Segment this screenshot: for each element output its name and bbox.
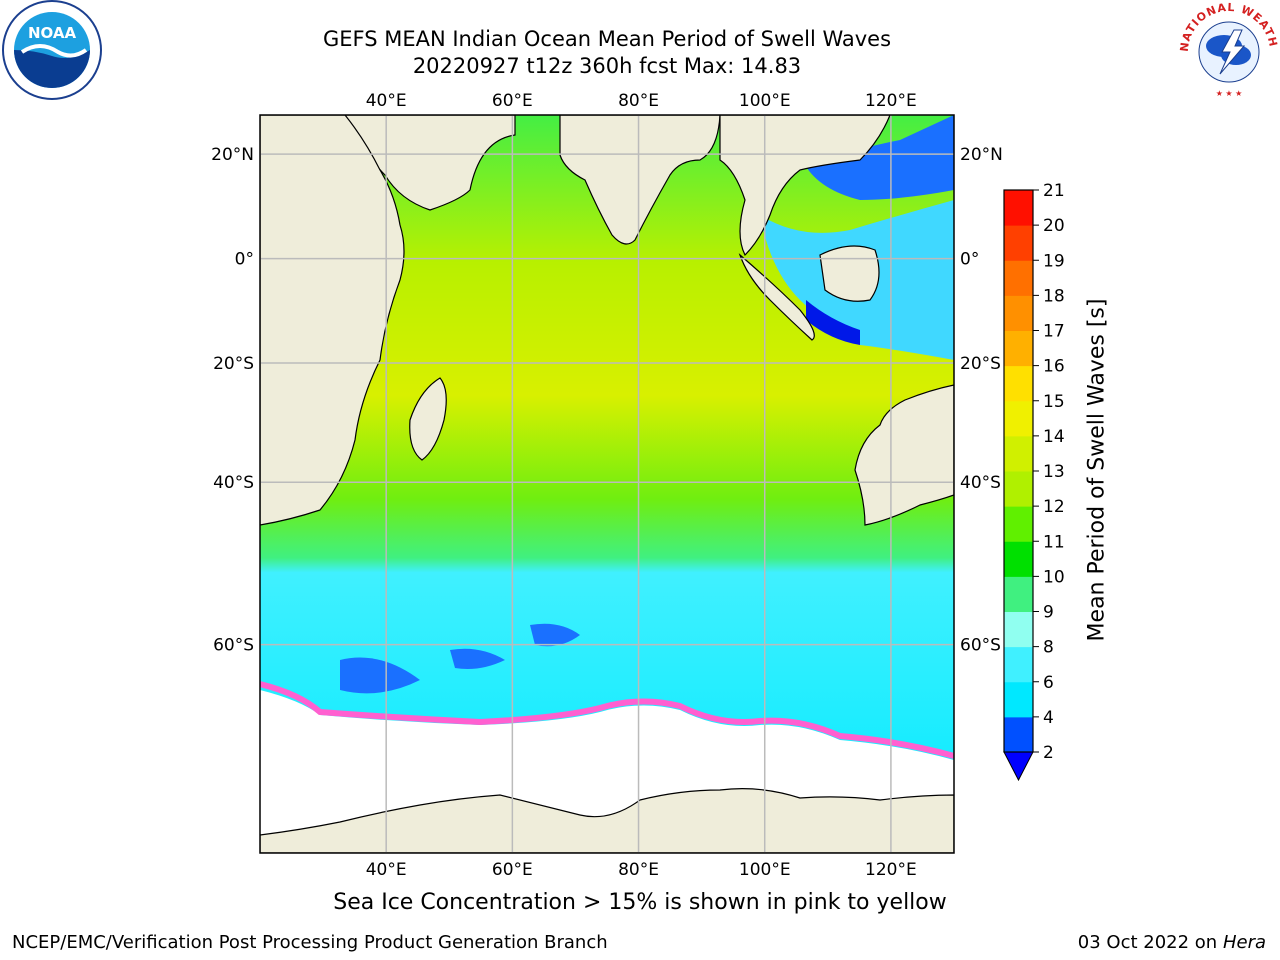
- footer-date: 03 Oct 2022 on Hera: [1078, 932, 1266, 953]
- colorbar-tick-label-8: 13: [1043, 462, 1065, 482]
- colorbar-segment-0: [1004, 716, 1033, 753]
- land-madagascar: [409, 377, 447, 461]
- colorbar-segment-4: [1004, 576, 1033, 612]
- colorbar-label: Mean Period of Swell Waves [s]: [1084, 298, 1110, 642]
- southern-patch-3: [450, 648, 505, 669]
- footer-credit: NCEP/EMC/Verification Post Processing Pr…: [12, 932, 608, 953]
- lon-label-bottom-2: 80°E: [618, 860, 659, 880]
- lat-label-right-4: 60°S: [960, 636, 1001, 656]
- noaa-logo: NOAA: [2, 0, 102, 100]
- sea-ice-edge: [260, 681, 954, 759]
- lat-label-right-3: 40°S: [960, 473, 1001, 493]
- map-frame-border: [259, 114, 955, 854]
- lat-label-left-3: 40°S: [213, 473, 254, 493]
- land-sumatra: [738, 253, 815, 341]
- lat-label-right-2: 20°S: [960, 354, 1001, 374]
- colorbar-tick-label-5: 10: [1043, 567, 1065, 587]
- lat-label-left-1: 0°: [235, 250, 254, 270]
- colorbar-tick-label-2: 6: [1043, 673, 1054, 693]
- colorbar-tick-label-13: 18: [1043, 286, 1065, 306]
- colorbar-segment-15: [1004, 190, 1033, 226]
- colorbar-tick-label-16: 21: [1043, 181, 1065, 201]
- land-india: [559, 115, 721, 245]
- colorbar-tick-label-6: 11: [1043, 532, 1065, 552]
- lon-label-bottom-0: 40°E: [366, 860, 407, 880]
- map-area: [260, 115, 954, 853]
- lon-label-top-3: 100°E: [739, 91, 791, 111]
- footer-date-text: 03 Oct 2022 on: [1077, 932, 1223, 953]
- colorbar-segment-5: [1004, 541, 1033, 577]
- colorbar-tick-label-15: 20: [1043, 216, 1065, 236]
- southern-patch-1: [340, 657, 420, 694]
- lon-label-top-2: 80°E: [618, 91, 659, 111]
- lat-label-right-0: 20°N: [960, 145, 1003, 165]
- colorbar-segment-3: [1004, 611, 1033, 648]
- colorbar-tick-label-1: 4: [1043, 708, 1054, 728]
- lon-label-top-1: 60°E: [492, 91, 533, 111]
- colorbar-segment-9: [1004, 400, 1033, 437]
- colorbar-tick-label-12: 17: [1043, 322, 1065, 342]
- colorbar-extend-min: [1003, 751, 1034, 782]
- lon-label-bottom-1: 60°E: [492, 860, 533, 880]
- colorbar-segment-10: [1004, 365, 1033, 402]
- nws-logo: NATIONAL WEATHER SERVICE ★ ★ ★: [1178, 0, 1279, 100]
- lon-label-bottom-3: 100°E: [739, 860, 791, 880]
- south-china-sea: [805, 115, 954, 200]
- colorbar-tick-label-9: 14: [1043, 427, 1065, 447]
- chart-title: GEFS MEAN Indian Ocean Mean Period of Sw…: [322, 27, 892, 51]
- colorbar-tick-label-7: 12: [1043, 497, 1065, 517]
- java-sea-patch: [806, 300, 860, 345]
- lon-label-top-4: 120°E: [865, 91, 917, 111]
- southern-patch-2: [530, 623, 580, 647]
- colorbar: [1003, 189, 1039, 782]
- colorbar-segment-14: [1004, 225, 1033, 261]
- map-gridlines: [260, 115, 954, 853]
- colorbar-tick-label-4: 9: [1043, 603, 1054, 623]
- svg-text:★ ★ ★: ★ ★ ★: [1216, 89, 1243, 98]
- lat-label-left-2: 20°S: [213, 354, 254, 374]
- footer-host: Hera: [1222, 932, 1266, 953]
- lat-label-left-4: 60°S: [213, 636, 254, 656]
- colorbar-segment-6: [1004, 506, 1033, 542]
- colorbar-tick-label-14: 19: [1043, 251, 1065, 271]
- colorbar-segment-7: [1004, 471, 1033, 507]
- colorbar-segment-1: [1004, 681, 1033, 718]
- colorbar-segment-12: [1004, 295, 1033, 331]
- colorbar-tick-label-11: 16: [1043, 357, 1065, 377]
- colorbar-tick-label-10: 15: [1043, 392, 1065, 412]
- chart-subtitle: 20220927 t12z 360h fcst Max: 14.83: [412, 54, 802, 78]
- colorbar-segment-2: [1004, 646, 1033, 683]
- lat-label-right-1: 0°: [960, 250, 979, 270]
- land-se-asia: [719, 115, 891, 257]
- land-australia: [854, 384, 954, 526]
- colorbar-tick-label-3: 8: [1043, 638, 1054, 658]
- noaa-logo-text: NOAA: [28, 24, 77, 42]
- land-antarctica: [260, 788, 954, 853]
- colorbar-tick-label-0: 2: [1043, 743, 1054, 763]
- colorbar-segment-8: [1004, 435, 1033, 472]
- land-borneo: [819, 245, 880, 302]
- lat-label-left-0: 20°N: [211, 145, 254, 165]
- sea-ice-caption: Sea Ice Concentration > 15% is shown in …: [333, 890, 947, 915]
- colorbar-segment-11: [1004, 330, 1033, 367]
- lon-label-bottom-4: 120°E: [865, 860, 917, 880]
- lon-label-top-0: 40°E: [366, 91, 407, 111]
- colorbar-segment-13: [1004, 260, 1033, 296]
